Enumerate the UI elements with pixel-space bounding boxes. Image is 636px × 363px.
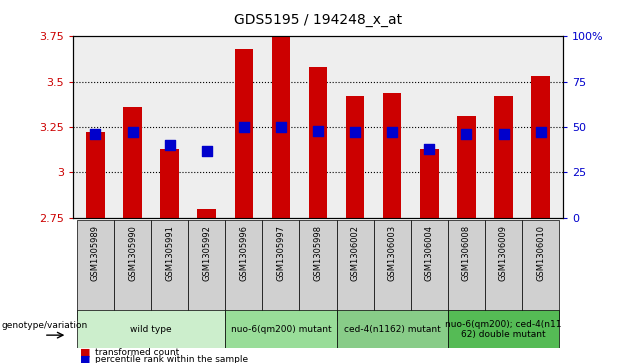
Bar (300, 220, 336, 321)
Text: transformed count: transformed count (95, 348, 179, 357)
Text: GSM1306003: GSM1306003 (388, 225, 397, 281)
Bar (188, 220, 225, 321)
Text: GSM1305992: GSM1305992 (202, 225, 211, 281)
Bar (77, 220, 114, 321)
Text: GSM1306004: GSM1306004 (425, 225, 434, 281)
Point (165, 142, 175, 148)
Text: percentile rank within the sample: percentile rank within the sample (95, 355, 249, 363)
Point (499, 131, 509, 137)
Point (461, 131, 471, 137)
Text: GSM1306008: GSM1306008 (462, 225, 471, 281)
Text: GSM1306002: GSM1306002 (350, 225, 359, 281)
Text: ■: ■ (80, 348, 90, 358)
Point (350, 130, 360, 135)
Text: GSM1305989: GSM1305989 (91, 225, 100, 281)
Text: GSM1305998: GSM1305998 (314, 225, 322, 281)
Bar (374, 220, 411, 321)
Text: GDS5195 / 194248_x_at: GDS5195 / 194248_x_at (234, 13, 402, 27)
Point (387, 130, 398, 135)
Bar (272, 36, 290, 218)
Text: GSM1305990: GSM1305990 (128, 225, 137, 281)
Bar (448, 310, 559, 348)
Bar (123, 107, 142, 218)
Point (424, 146, 434, 152)
Bar (197, 209, 216, 218)
Bar (485, 220, 522, 321)
Text: GSM1305991: GSM1305991 (165, 225, 174, 281)
Point (276, 124, 286, 130)
Bar (457, 116, 476, 218)
Text: GSM1305996: GSM1305996 (239, 225, 248, 281)
Text: GSM1306010: GSM1306010 (536, 225, 545, 281)
Bar (346, 96, 364, 218)
Text: nuo-6(qm200) mutant: nuo-6(qm200) mutant (231, 325, 331, 334)
Text: ■: ■ (80, 354, 90, 363)
Text: ced-4(n1162) mutant: ced-4(n1162) mutant (344, 325, 441, 334)
Bar (77, 310, 225, 348)
Text: wild type: wild type (130, 325, 172, 334)
Bar (383, 93, 401, 218)
Point (202, 148, 212, 154)
Bar (225, 310, 336, 348)
Bar (448, 220, 485, 321)
Bar (225, 220, 263, 321)
Point (313, 128, 323, 134)
Bar (263, 220, 300, 321)
Point (127, 130, 137, 135)
Text: GSM1305997: GSM1305997 (277, 225, 286, 281)
Bar (531, 76, 550, 218)
Bar (420, 149, 439, 218)
Text: nuo-6(qm200); ced-4(n11
62) double mutant: nuo-6(qm200); ced-4(n11 62) double mutan… (445, 320, 562, 339)
Bar (308, 67, 328, 218)
Bar (494, 96, 513, 218)
Bar (522, 220, 559, 321)
Text: GSM1306009: GSM1306009 (499, 225, 508, 281)
Bar (336, 310, 448, 348)
Text: genotype/variation: genotype/variation (1, 321, 88, 330)
Bar (160, 149, 179, 218)
Bar (114, 220, 151, 321)
Bar (411, 220, 448, 321)
Point (238, 124, 249, 130)
Bar (86, 132, 105, 218)
Bar (235, 49, 253, 218)
Point (90, 131, 100, 137)
Bar (151, 220, 188, 321)
Bar (336, 220, 374, 321)
Point (536, 130, 546, 135)
